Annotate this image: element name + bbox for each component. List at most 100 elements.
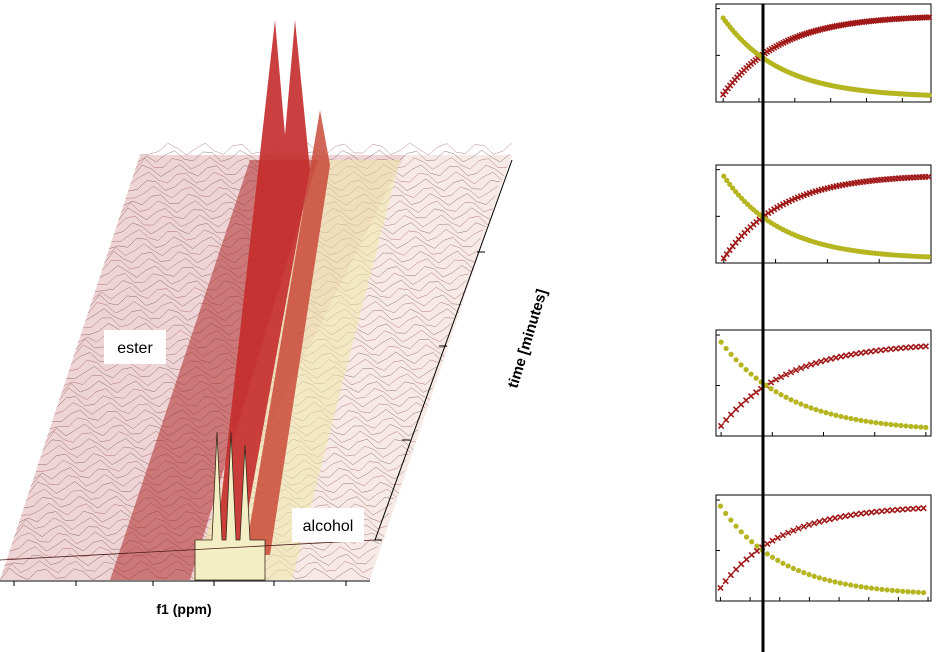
reactant-point [753,375,759,381]
reactant-point [873,420,879,426]
reactant-point [903,423,909,429]
product-point [816,518,823,525]
reactant-point [778,392,784,398]
reactant-point [894,588,901,594]
product-point [821,517,828,524]
reactant-point [898,422,904,429]
alcohol-label: alcohol [303,518,354,535]
reactant-point [743,534,750,540]
reactant-point [724,177,730,183]
product-point [727,411,735,418]
time-axis-label: time [minutes] [505,287,551,390]
plot-frame [715,494,932,602]
kinetic-panel-1 [715,164,932,264]
product-point [878,507,886,515]
product-point [867,348,875,355]
reactant-point [811,573,817,579]
alcohol-label-box [292,508,364,542]
product-point [917,343,925,350]
product-point [902,344,910,351]
product-point [769,537,776,544]
product-point [782,371,790,378]
reactant-point [879,586,885,592]
product-point [727,571,735,579]
reactant-point [748,371,754,377]
product-point [773,204,781,211]
reactant-point [889,587,895,593]
reactant-point [818,408,824,414]
reactant-point [842,581,849,587]
kinetic-panel-0 [715,3,933,103]
product-point [832,354,840,361]
reactant-point [874,586,880,592]
reactant-point [763,382,769,389]
reactant-point [823,410,829,416]
product-point [899,506,906,513]
product-point [797,364,805,372]
product-point [922,343,930,350]
reactant-point [858,417,864,423]
ppm-ticks [13,581,347,586]
product-point [722,578,729,585]
reactant-point [723,510,729,516]
plot-frame [715,164,932,264]
product-point [732,406,740,413]
product-point [863,509,870,517]
product-point [767,379,775,386]
product-point [910,505,917,512]
reactant-point [868,419,874,425]
reactant-point [754,543,760,549]
product-point [805,521,813,529]
reactant-point [926,92,932,98]
front-baseline [0,539,376,561]
reactant-point [775,557,781,564]
reactant-point [733,189,739,195]
product-point [748,551,755,559]
reactant-point [888,421,894,428]
product-point [772,376,780,383]
product-point [777,373,785,381]
reactant-point [813,406,819,413]
product-point [920,505,927,512]
reactant-point [808,405,814,411]
reactant-point [863,418,869,424]
reactant-point [816,575,823,581]
product-point [831,514,839,522]
product-point [857,510,865,517]
product-point [842,512,849,520]
kinetic-panel-2 [715,329,932,437]
product-point [800,523,807,530]
reactant-point [730,185,736,191]
reactant-point [738,362,744,368]
kinetic-panels [715,3,933,602]
reactant-point [721,173,727,179]
reactant-point [785,563,791,569]
reactant-point [868,585,875,591]
reactant-point [790,565,796,571]
reactant-point [793,399,799,405]
product-point [774,534,781,542]
reactant-point [733,523,739,529]
reactant-point [788,397,794,403]
product-point [790,527,797,534]
reactant-point [727,181,733,187]
reactant-point [798,401,804,407]
reactant-point [913,424,919,430]
product-point [889,507,896,514]
kinetic-panel-3 [715,494,932,602]
product-point [926,14,933,21]
product-point [812,359,820,367]
product-point [852,511,860,518]
product-point [847,511,854,519]
reactant-point [728,517,734,523]
reactant-point [838,413,844,420]
reactant-point [920,589,927,596]
product-point [868,509,875,516]
reactant-point [853,583,859,589]
product-point [887,345,895,353]
alcohol-peaks [194,431,266,581]
product-point [787,369,795,376]
reactant-point [822,576,828,582]
reactant-point [925,254,932,260]
